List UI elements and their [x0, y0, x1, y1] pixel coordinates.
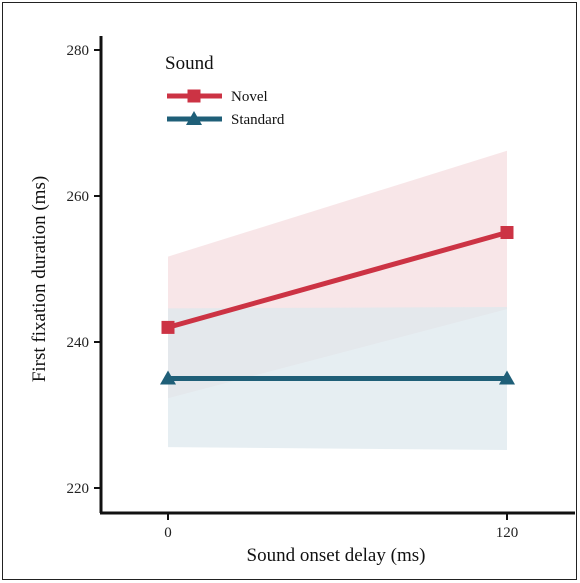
x-tick-label-120: 120 — [496, 525, 519, 541]
x-tick-label-0: 0 — [164, 525, 172, 541]
y-tick-label-240: 240 — [67, 335, 90, 351]
y-tick-label-220: 220 — [67, 481, 90, 497]
legend-label-standard: Standard — [231, 112, 285, 128]
legend-marker-novel — [187, 89, 201, 103]
legend-title: Sound — [165, 53, 214, 74]
y-tick-label-260: 260 — [67, 189, 90, 205]
y-axis-label: First fixation duration (ms) — [29, 176, 50, 382]
x-axis-label: Sound onset delay (ms) — [247, 545, 426, 566]
point-standard-120 — [499, 370, 515, 385]
legend-label-novel: Novel — [231, 89, 268, 105]
x-ticks: 0 120 — [164, 513, 518, 541]
legend: Sound Novel Standard — [165, 53, 285, 128]
ci-bands — [168, 150, 507, 451]
series-markers — [160, 226, 515, 385]
y-ticks: 220 240 260 280 — [67, 43, 101, 497]
legend-marker-standard — [186, 111, 202, 125]
point-novel-120 — [500, 226, 514, 239]
series-lines — [167, 230, 508, 381]
point-standard-0 — [160, 370, 176, 385]
point-novel-0 — [161, 320, 175, 334]
series-line-novel — [167, 230, 508, 330]
y-tick-label-280: 280 — [67, 43, 90, 59]
